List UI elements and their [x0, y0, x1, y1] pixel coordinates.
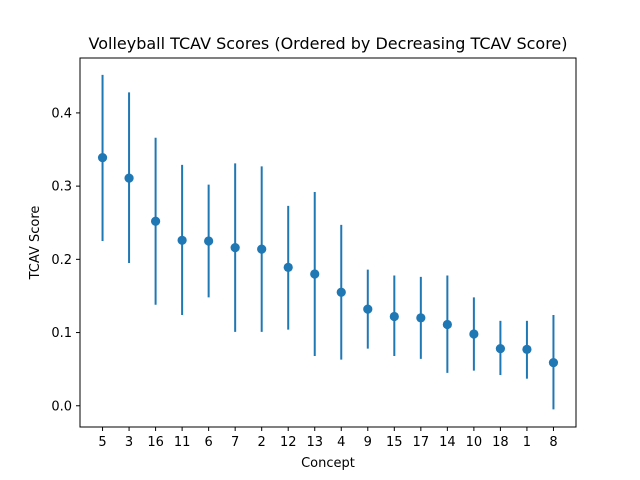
data-point-11 [177, 235, 187, 245]
y-axis-label: TCAV Score [28, 206, 43, 281]
data-point-3 [124, 173, 134, 183]
plot-area [97, 74, 559, 410]
data-point-13 [310, 269, 320, 279]
x-tick-label: 1 [523, 435, 531, 450]
y-tick-label: 0.3 [51, 180, 72, 195]
x-tick-label: 15 [386, 435, 403, 450]
x-tick-label: 7 [231, 435, 239, 450]
x-tick-label: 5 [98, 435, 106, 450]
x-tick-label: 14 [439, 435, 456, 450]
y-tick-label: 0.2 [51, 253, 72, 268]
x-tick-label: 13 [306, 435, 323, 450]
data-point-7 [230, 243, 240, 253]
data-point-1 [522, 344, 532, 354]
data-point-15 [389, 311, 399, 322]
x-tick-label: 4 [337, 435, 345, 450]
x-tick-label: 9 [364, 435, 372, 450]
data-point-16 [150, 216, 161, 226]
x-tick-label: 2 [258, 435, 266, 450]
data-point-12 [283, 262, 293, 272]
x-axis-label: Concept [301, 456, 355, 471]
data-point-9 [363, 304, 373, 314]
chart-title: Volleyball TCAV Scores (Ordered by Decre… [89, 34, 568, 53]
data-point-2 [257, 244, 267, 254]
x-tick-label: 10 [466, 435, 483, 450]
y-tick-label: 0.0 [51, 399, 72, 414]
x-tick-label: 3 [125, 435, 133, 450]
y-tick-label: 0.4 [51, 106, 72, 121]
x-tick-label: 12 [280, 435, 297, 450]
data-point-6 [204, 236, 214, 246]
data-point-4 [336, 287, 346, 297]
x-axis: 5 3 16 11 6 7 2 12 13 4 9 15 17 14 10 18 1 8 [98, 427, 558, 450]
data-point-14 [442, 319, 452, 330]
data-point-5 [97, 152, 108, 163]
data-point-8 [548, 357, 559, 368]
data-point-10 [469, 329, 479, 339]
x-tick-label: 17 [413, 435, 430, 450]
y-tick-label: 0.1 [51, 326, 72, 341]
axes-frame [79, 57, 577, 428]
data-point-18 [495, 344, 506, 354]
x-tick-label: 18 [492, 435, 509, 450]
x-tick-label: 8 [549, 435, 557, 450]
x-tick-label: 11 [174, 435, 191, 450]
x-tick-label: 6 [205, 435, 213, 450]
x-tick-label: 16 [147, 435, 164, 450]
y-axis: 0.0 0.1 0.2 0.3 0.4 [51, 106, 80, 414]
data-point-17 [416, 313, 426, 323]
